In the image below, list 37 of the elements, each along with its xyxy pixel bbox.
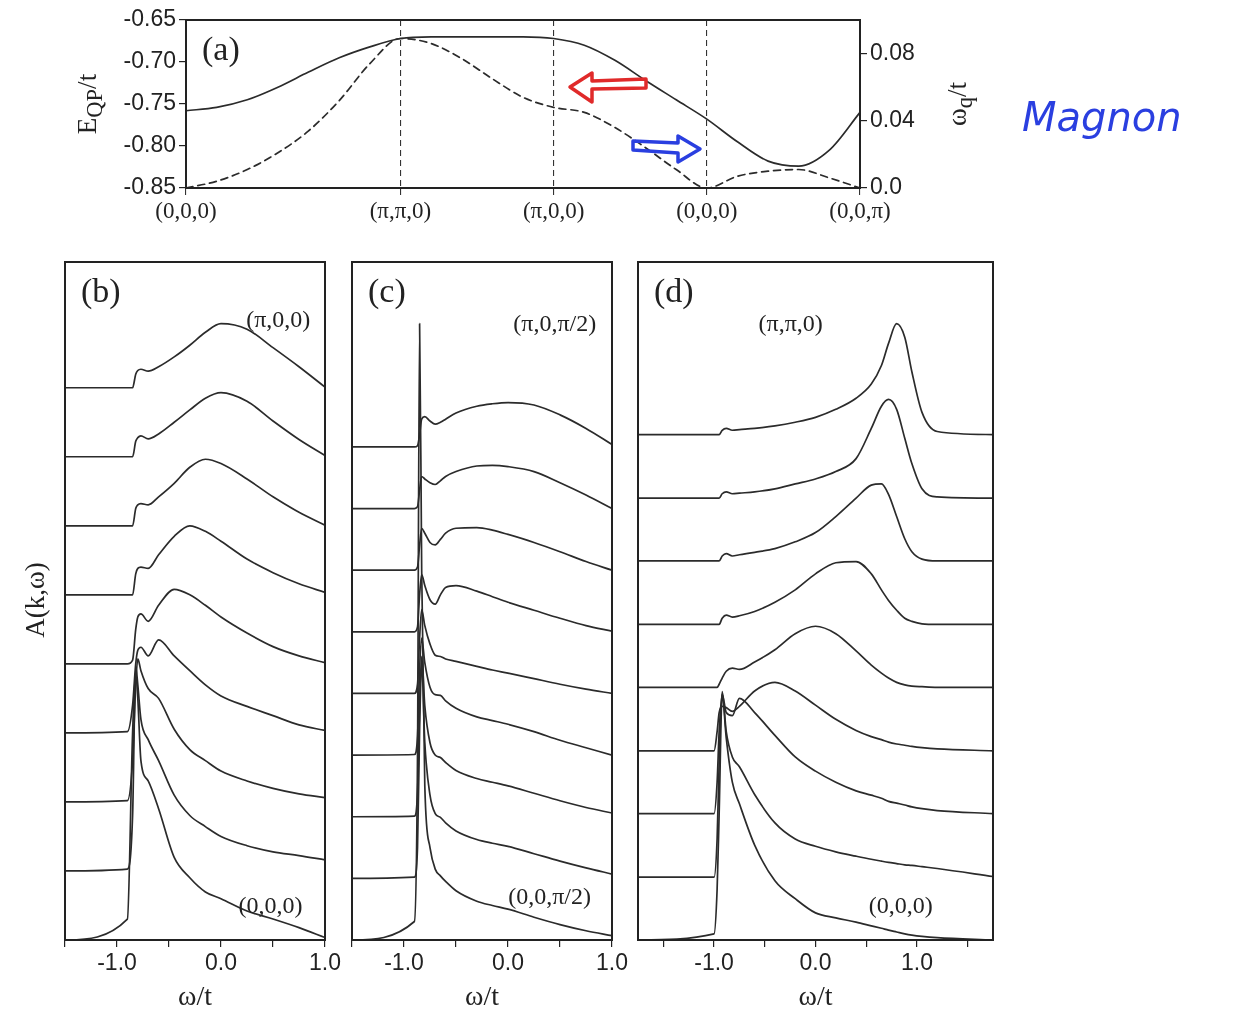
- text: (c): [368, 271, 406, 310]
- y-tick-label: -0.80: [123, 131, 176, 158]
- x-tick-label: -1.0: [384, 949, 424, 976]
- text: Magnon: [1022, 94, 1182, 140]
- x-tick-label: 0.0: [799, 949, 832, 976]
- annotation: (π,0,0): [246, 306, 311, 333]
- y-tick-label: -0.70: [123, 47, 176, 74]
- x-tick-label: 1.0: [900, 949, 933, 976]
- x-tick-label: (π,π,0): [369, 197, 432, 223]
- text: (b): [81, 271, 121, 310]
- x-axis-title: ω/t: [798, 979, 833, 1011]
- x-tick-label: (0,0,0): [155, 197, 217, 223]
- x-tick-label: (0,0,0): [676, 197, 738, 223]
- annotation: (0,0,0): [868, 891, 933, 918]
- y2-tick-label: 0.08: [870, 38, 915, 65]
- x-tick-label: 0.0: [492, 949, 524, 976]
- annotation: (0,0,π/2): [508, 882, 591, 909]
- x-tick-label: -1.0: [694, 949, 734, 976]
- x-tick-label: 1.0: [309, 949, 341, 976]
- x-tick-label: (0,0,π): [829, 197, 891, 223]
- annotation: (π,π,0): [758, 309, 823, 336]
- x-axis-title: ω/t: [178, 979, 213, 1011]
- x-tick-label: 0.0: [205, 949, 237, 976]
- y-axis-title: A(k,ω): [19, 562, 51, 638]
- annotation: (0,0,0): [238, 891, 303, 918]
- text: (d): [654, 271, 694, 310]
- y2-tick-label: 0.0: [870, 173, 902, 200]
- y-tick-label: -0.65: [123, 5, 176, 32]
- y-tick-label: -0.75: [123, 89, 176, 116]
- annotation: (π,0,π/2): [513, 309, 597, 336]
- x-tick-label: -1.0: [97, 949, 137, 976]
- y-tick-label: -0.85: [123, 173, 176, 200]
- x-axis-title: ω/t: [465, 979, 500, 1011]
- x-tick-label: (π,0,0): [522, 197, 585, 223]
- y2-tick-label: 0.04: [870, 106, 915, 133]
- x-tick-label: 1.0: [596, 949, 628, 976]
- annotation: (a): [202, 29, 240, 68]
